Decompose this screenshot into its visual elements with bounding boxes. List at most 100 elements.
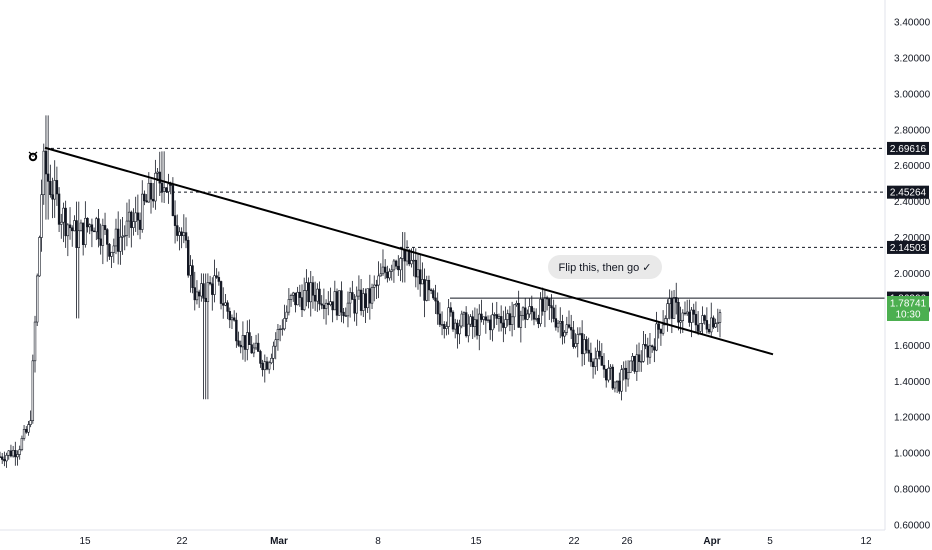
candle-body-up [346,302,350,317]
candle [265,356,269,371]
candle [707,323,711,335]
candle-body-up [681,312,684,322]
candle [427,275,431,301]
candle-body-up [504,319,507,328]
candle [574,333,577,349]
candle [530,295,533,321]
candle [208,275,212,286]
candle-body-up [497,316,501,319]
candle [62,202,65,243]
candle-body-up [29,420,32,425]
price-tick-label: 1.00000 [894,449,931,460]
candle-body-up [447,307,450,327]
candle [373,275,376,302]
candle-body-down [335,291,339,316]
candle [416,253,420,290]
annotation-bubble[interactable]: Flip this, then go ✓ [548,255,662,279]
candle [348,287,352,318]
candle-body-up [491,314,494,331]
candle-body-up [281,328,284,330]
candle-body-down [646,345,649,358]
candle-body-down [587,349,590,354]
candle [548,298,551,320]
candle-body-up [348,292,352,304]
candle-body-down [552,307,555,319]
candle-body-down [149,182,153,200]
candle-body-up [16,454,19,458]
candle [149,179,153,214]
candle [222,287,225,319]
candle-body-up [405,249,409,262]
candle [204,273,207,400]
candle-body-up [156,171,159,174]
alarm-clock-icon[interactable] [28,151,38,162]
candle-body-down [602,365,606,370]
candle-body-down [449,307,453,313]
candle-body-down [46,173,50,182]
candle [421,262,424,285]
candle [631,352,634,372]
candle-body-up [134,212,137,222]
price-tick-label: 0.60000 [894,521,931,532]
candle [206,273,210,400]
candle-body-down [116,228,120,252]
candle [226,300,229,320]
candle [594,347,597,375]
candle [134,196,137,232]
candle [699,323,702,335]
candle-body-down [197,291,201,297]
candle [316,283,319,312]
candle [246,320,249,361]
candle [75,201,78,319]
candle [235,312,238,348]
candle [580,320,584,367]
candle-body-up [615,380,619,383]
candle [690,306,693,338]
candle [436,292,439,325]
candle [460,310,463,329]
candle-body-up [254,342,258,349]
candle-body-up [416,269,420,278]
candle [381,249,385,276]
candle [213,259,216,303]
price-tick-label: 2.40000 [894,197,931,208]
candle [366,288,369,313]
candle-body-down [351,292,354,300]
candle [399,256,402,282]
candle-body-up [526,313,529,320]
candle [154,159,157,210]
candle-body-up [114,228,118,247]
time-tick-label: 12 [860,536,872,547]
candle [425,275,428,302]
price-axis[interactable]: 3.40000 3.20000 3.00000 2.80000 2.60000 2.400… [884,0,931,532]
candle [298,284,302,307]
candle [132,208,135,236]
candle [46,115,50,220]
candle [440,311,444,336]
candle [405,240,409,266]
candle [626,360,630,387]
candle-body-down [25,429,28,433]
descending-trendline[interactable] [44,146,774,356]
candle [576,327,579,358]
candle-body-up [357,289,361,297]
candle-body-down [130,211,133,228]
candle [414,248,418,288]
candle-body-down [537,317,540,325]
candle [633,355,636,374]
candle-body-up [263,361,267,371]
candle-body-down [228,311,231,321]
time-axis[interactable]: 15 22 Mar 8 15 22 26 Apr 5 12 [0,529,885,547]
candle [521,306,525,321]
candle-body-down [92,230,96,233]
candle [263,354,267,383]
candle-body-down [394,260,398,267]
candle [302,277,306,312]
candle [666,299,669,332]
candle-body-down [386,272,389,279]
candle-body-down [375,284,378,287]
candle-body-down [64,207,67,237]
candle-body-down [99,238,102,246]
candle [685,299,689,316]
